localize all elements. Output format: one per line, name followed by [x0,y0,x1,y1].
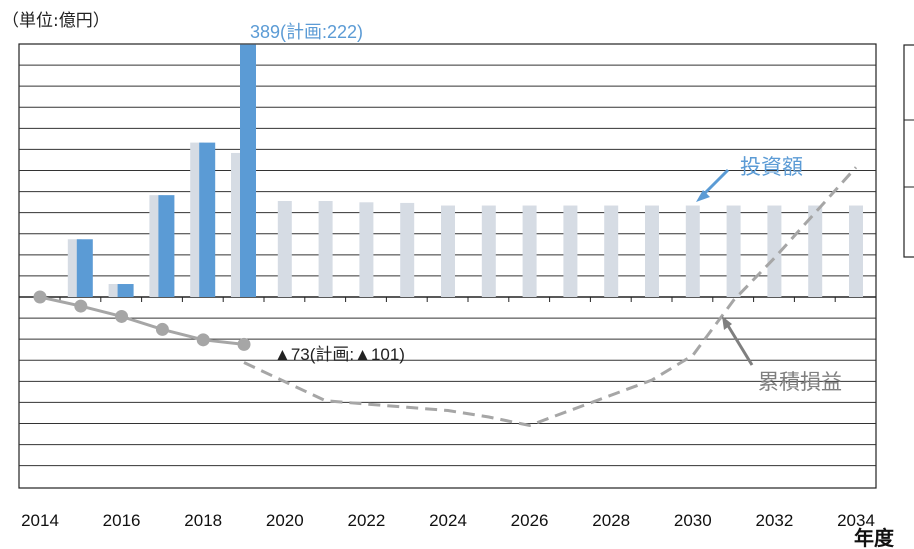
cumulative-point [196,333,210,347]
planned-investment-bar [318,200,333,297]
cumulative-point [237,337,251,351]
cumulative-point [155,322,169,336]
planned-investment-bar [849,205,863,297]
cumulative-point [33,290,47,304]
planned-investment-bar [563,205,578,297]
x-tick-label: 2014 [21,511,59,530]
cumulative-series-label: 累積損益 [758,371,842,394]
cumulative-annotation: ▲73(計画:▲101) [274,345,405,364]
actual-investment-bar [76,239,93,297]
x-tick-label: 2026 [511,511,549,530]
cumulative-actual-line [39,295,245,346]
plot-frame [18,43,877,489]
cumulative-profit-points [33,290,251,351]
cumulative-arrow [725,323,754,366]
investment-series-label: 投資額 [740,156,803,179]
actual-investment-bars [76,44,256,298]
cumulative-point [115,309,129,323]
x-axis-label: 年度 [854,526,895,549]
x-tick-label: 2032 [755,511,793,530]
actual-investment-bar [158,195,175,297]
x-tick-label: 2016 [103,511,141,530]
cumulative-plan-line [243,166,858,428]
planned-investment-bar [808,205,823,297]
cumulative-arrow-head [722,316,732,330]
cumulative-point [74,299,88,313]
legend-box [903,44,914,258]
x-tick-label: 2024 [429,511,467,530]
x-tick-label: 2030 [674,511,712,530]
investment-arrow-head [696,190,710,202]
actual-investment-bar [240,44,256,298]
x-tick-label: 2018 [184,511,222,530]
planned-investment-bar [604,205,619,297]
cumulative-profit-lines [39,166,858,428]
planned-investment-bar [400,202,415,297]
unit-label: （単位:億円） [2,11,110,31]
x-tick-label: 2020 [266,511,304,530]
planned-investment-bar [359,202,374,297]
planned-investment-bar [441,205,455,297]
x-tick-label: 2028 [592,511,630,530]
planned-investment-bar [522,205,537,297]
actual-investment-bar [117,284,134,297]
x-tick-label: 2022 [347,511,385,530]
planned-investment-bar [726,205,741,297]
planned-investment-bar [685,205,700,297]
x-tick-label: 2034 [837,511,875,530]
planned-investment-bar [767,205,782,297]
planned-investment-bar [481,205,496,297]
investment-annotation: 389(計画:222) [250,22,363,42]
planned-investment-bar [645,205,659,297]
planned-investment-bar [277,200,292,297]
x-axis-tick-labels: 2014 2016 2018 2020 2022 2024 2026 2028 2030 2032… [21,511,875,530]
actual-investment-bar [199,142,216,297]
